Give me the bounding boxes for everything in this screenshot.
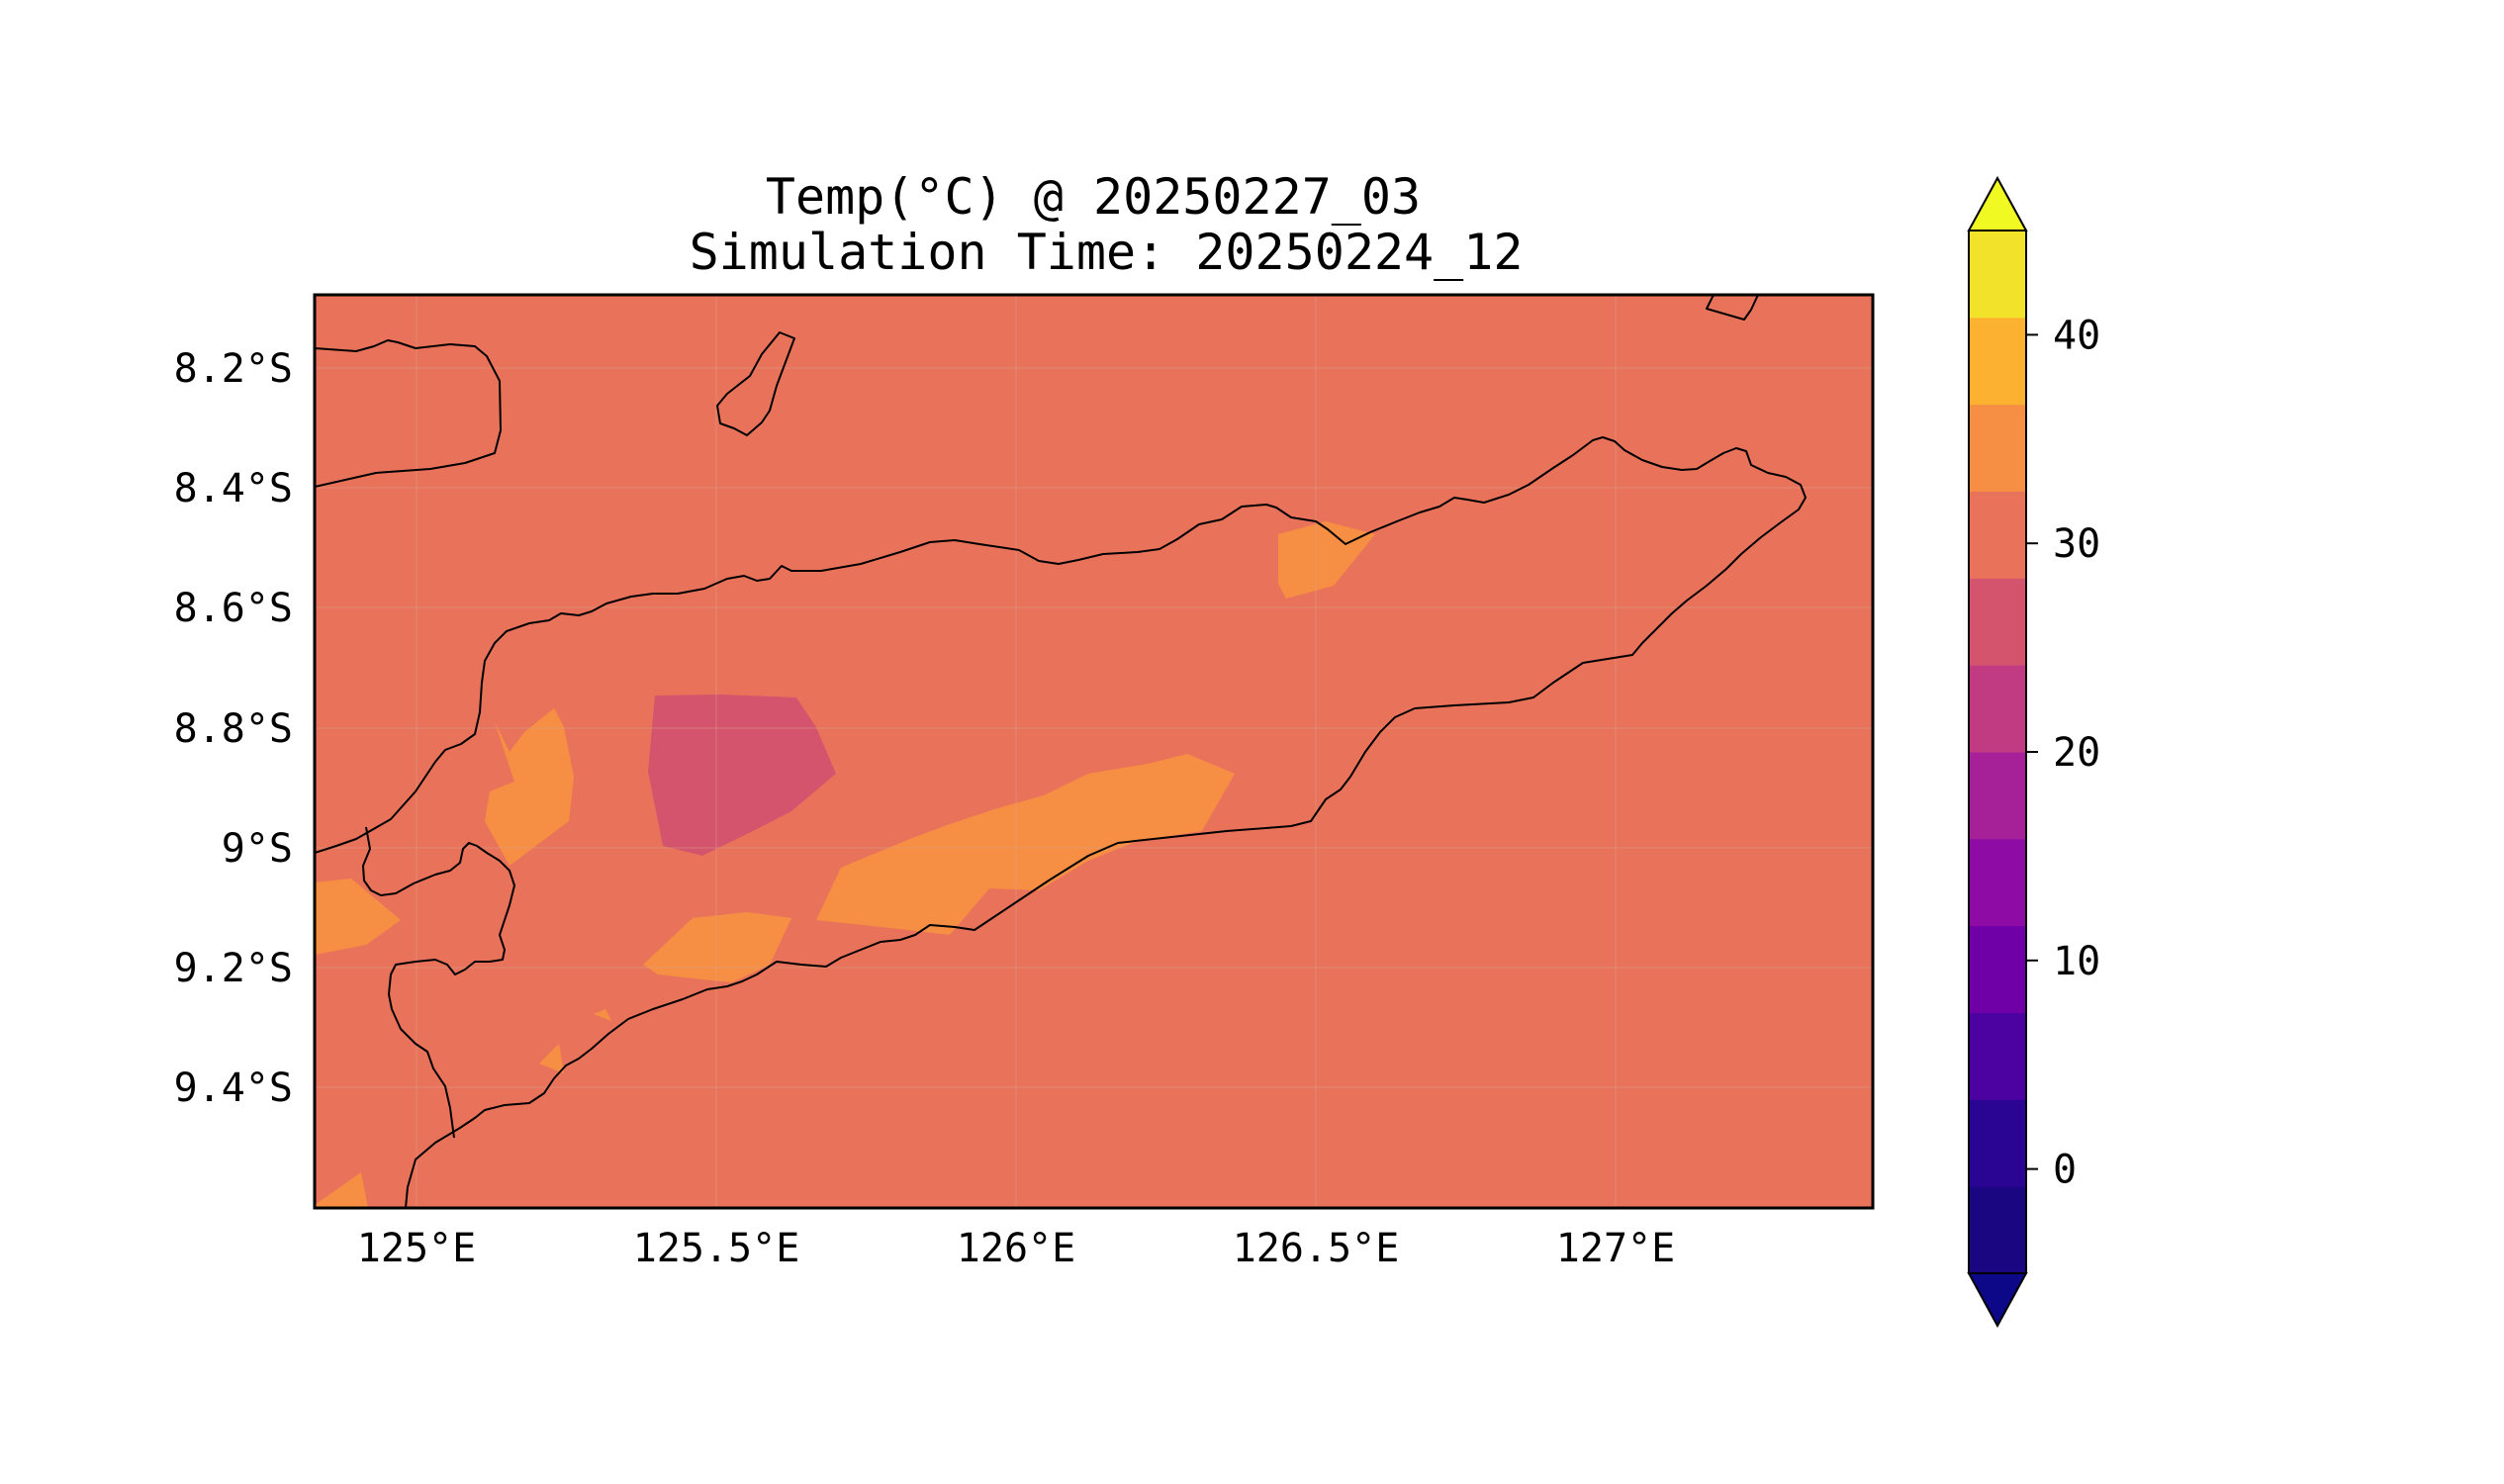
x-tick-label: 126°E: [957, 1226, 1075, 1271]
colorbar-band: [1969, 665, 2026, 753]
colorbar-band: [1969, 231, 2026, 319]
coastlines: [315, 295, 1807, 1208]
coastline-timor-north: [315, 436, 1807, 1208]
y-tick-label: 8.2°S: [174, 346, 293, 392]
y-tick-label: 8.6°S: [174, 586, 293, 631]
map-frame: [313, 293, 1875, 1210]
y-tick-label: 9.4°S: [174, 1066, 293, 1111]
colorbar-band: [1969, 491, 2026, 579]
x-tick-label: 127°E: [1556, 1226, 1675, 1271]
colorbar-band: [1969, 838, 2026, 927]
colorbar-band: [1969, 317, 2026, 406]
colorbar-under-triangle: [1967, 1272, 2028, 1329]
x-tick-label: 125.5°E: [633, 1226, 800, 1271]
colorbar-tick-label: 0: [2053, 1148, 2077, 1193]
y-tick-label: 8.8°S: [174, 706, 293, 752]
contour-warm-patch: [594, 1009, 611, 1021]
coastline-atauro: [716, 331, 795, 436]
contour-warm-patch: [643, 912, 791, 982]
y-tick-label: 9.2°S: [174, 946, 293, 991]
map-title-line2: Simulation Time: 20250224_12: [690, 224, 1524, 281]
x-axis-ticks: 125°E 125.5°E 126°E 126.5°E 127°E: [357, 1226, 1675, 1271]
colorbar-band: [1969, 1012, 2026, 1100]
colorbar-band: [1969, 752, 2026, 840]
contour-warm-patch: [315, 879, 401, 955]
coastline-north-islet: [1706, 295, 1759, 321]
colorbar-band: [1969, 1186, 2026, 1274]
x-tick-label: 126.5°E: [1233, 1226, 1400, 1271]
colorbar-over-triangle: [1967, 175, 2028, 232]
contour-warm-patch: [539, 1044, 564, 1073]
coastline-wetar: [315, 339, 502, 488]
colorbar-tick-label: 10: [2053, 939, 2100, 984]
contour-cool-patch: [648, 695, 836, 856]
contour-warm-patch: [816, 754, 1235, 935]
y-tick-label: 9°S: [222, 826, 293, 872]
map-panel: [315, 295, 1873, 1208]
map-title-line1: Temp(°C) @ 20250227_03: [766, 168, 1421, 226]
colorbar-tick-label: 30: [2053, 521, 2100, 567]
y-axis-ticks: 8.2°S 8.4°S 8.6°S 8.8°S 9°S 9.2°S 9.4°S: [174, 346, 293, 1111]
colorbar-band: [1969, 404, 2026, 492]
temperature-field: [315, 295, 1873, 1208]
gridlines: [315, 295, 1873, 1208]
colorbar-band: [1969, 578, 2026, 666]
colorbar-tick-label: 20: [2053, 730, 2100, 776]
colorbar-tick-label: 40: [2053, 313, 2100, 358]
y-tick-label: 8.4°S: [174, 466, 293, 511]
x-tick-label: 125°E: [357, 1226, 476, 1271]
contour-warm-patch: [485, 708, 574, 866]
colorbar-band: [1969, 1099, 2026, 1187]
coastline-oecusse: [362, 826, 515, 1139]
contour-warm-patch: [315, 1172, 368, 1208]
colorbar: 0 10 20 30 40: [1967, 175, 2100, 1329]
colorbar-band: [1969, 925, 2026, 1013]
